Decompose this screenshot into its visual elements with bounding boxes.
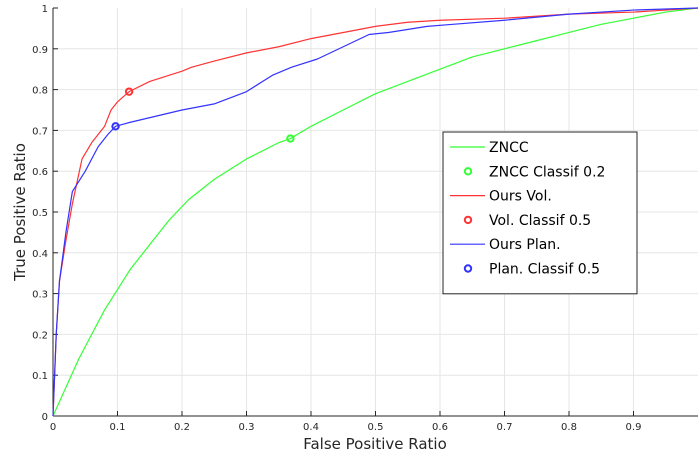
tick-labels: 0 0.1 0.2 0.3 0.4 0.5 0.6 0.7 0.8 0.9 0 0.1 0.2 0.3 0.… xyxy=(32,4,641,433)
x-tick-label: 0.5 xyxy=(368,422,384,433)
vol-classif-0-5-legend-marker xyxy=(463,215,473,225)
zncc-classif-0-2-marker xyxy=(286,134,295,143)
zncc-line xyxy=(52,7,698,417)
y-tick-label: 0.8 xyxy=(32,86,48,97)
y-tick-label: 1 xyxy=(42,4,48,15)
y-tick-label: 0.1 xyxy=(32,371,48,382)
zncc-classif-0-2-legend-label: ZNCC Classif 0.2 xyxy=(489,164,605,180)
plan-classif-0-5-marker xyxy=(111,122,120,131)
y-tick-label: 0.2 xyxy=(32,330,48,341)
zncc-classif-0-2-legend-marker xyxy=(463,167,473,176)
y-tick-label: 0.7 xyxy=(32,126,48,137)
x-tick-label: 0.2 xyxy=(174,422,190,433)
x-axis-title: False Positive Ratio xyxy=(303,435,447,453)
legend-box xyxy=(442,131,638,295)
ours-vol-legend-label: Ours Vol. xyxy=(489,189,552,205)
x-tick-label: 0 xyxy=(50,422,56,433)
plan-classif-0-5-legend-label: Plan. Classif 0.5 xyxy=(489,262,600,278)
ours-plan-line xyxy=(52,7,698,417)
ours-plan-legend-label: Ours Plan. xyxy=(489,237,561,253)
x-tick-label: 0.7 xyxy=(497,422,513,433)
ours-vol-line xyxy=(52,7,698,417)
zncc-legend-label: ZNCC xyxy=(489,140,529,156)
legend: ZNCC ZNCC Classif 0.2 Ours Vol. Vol. Classi… xyxy=(442,131,638,295)
x-tick-label: 0.1 xyxy=(110,422,126,433)
x-tick-label: 0.9 xyxy=(626,422,642,433)
axes xyxy=(52,7,698,417)
x-tick-label: 0.4 xyxy=(303,422,319,433)
y-axis-title: True Positive Ratio xyxy=(11,143,29,282)
series-layer xyxy=(52,7,698,417)
vol-classif-0-5-legend-label: Vol. Classif 0.5 xyxy=(489,213,591,229)
y-tick-label: 0.4 xyxy=(32,249,48,260)
x-tick-label: 0.8 xyxy=(561,422,577,433)
grid xyxy=(53,8,698,416)
x-tick-label: 0.6 xyxy=(432,422,448,433)
y-tick-label: 0.9 xyxy=(32,45,48,56)
vol-classif-0-5-marker xyxy=(124,87,134,96)
plan-classif-0-5-legend-marker xyxy=(463,264,473,273)
y-tick-label: 0 xyxy=(42,412,48,423)
x-tick-label: 0.3 xyxy=(239,422,255,433)
y-tick-label: 0.5 xyxy=(32,208,48,219)
y-tick-label: 0.3 xyxy=(32,290,48,301)
y-tick-label: 0.6 xyxy=(32,167,48,178)
